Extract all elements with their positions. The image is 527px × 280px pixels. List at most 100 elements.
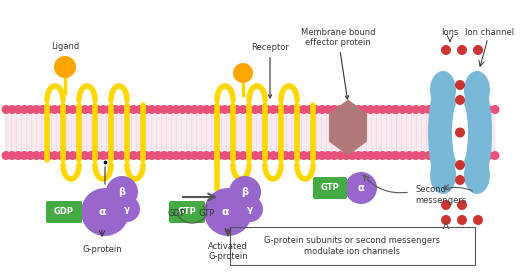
Text: Receptor: Receptor [251, 43, 289, 98]
Circle shape [229, 176, 261, 208]
Ellipse shape [430, 156, 456, 194]
Circle shape [330, 105, 339, 114]
Ellipse shape [430, 71, 456, 109]
Circle shape [444, 151, 453, 160]
Circle shape [464, 151, 473, 160]
Circle shape [287, 105, 296, 114]
Text: β: β [119, 187, 125, 197]
Circle shape [311, 151, 320, 160]
Circle shape [81, 151, 90, 160]
Text: γ: γ [124, 204, 130, 213]
Circle shape [19, 105, 29, 114]
Circle shape [405, 151, 414, 160]
Circle shape [366, 151, 375, 160]
Circle shape [299, 151, 308, 160]
Circle shape [360, 151, 369, 160]
Circle shape [93, 151, 102, 160]
Circle shape [99, 105, 108, 114]
Circle shape [111, 105, 120, 114]
Circle shape [441, 200, 451, 210]
Ellipse shape [464, 71, 490, 109]
Circle shape [299, 105, 308, 114]
Circle shape [324, 151, 333, 160]
Circle shape [2, 105, 11, 114]
Circle shape [227, 151, 236, 160]
Text: Ion channel: Ion channel [465, 28, 514, 37]
Text: γ: γ [247, 204, 253, 213]
Text: GDP: GDP [54, 207, 74, 216]
Circle shape [372, 151, 381, 160]
Circle shape [398, 105, 407, 114]
Circle shape [484, 151, 493, 160]
Circle shape [293, 151, 302, 160]
Circle shape [165, 105, 174, 114]
Circle shape [141, 151, 150, 160]
Circle shape [172, 151, 181, 160]
Circle shape [318, 151, 327, 160]
Circle shape [50, 151, 59, 160]
Circle shape [398, 151, 407, 160]
Circle shape [81, 105, 90, 114]
Circle shape [245, 105, 253, 114]
Circle shape [275, 105, 284, 114]
Circle shape [56, 151, 65, 160]
Circle shape [269, 105, 278, 114]
Circle shape [336, 105, 345, 114]
Circle shape [214, 151, 223, 160]
Circle shape [38, 151, 47, 160]
Text: GDP: GDP [168, 209, 186, 218]
Circle shape [287, 151, 296, 160]
Circle shape [318, 105, 327, 114]
Circle shape [69, 151, 77, 160]
Circle shape [202, 151, 211, 160]
Circle shape [384, 151, 394, 160]
Circle shape [232, 151, 241, 160]
Bar [5, 105, 400, 160]
Circle shape [26, 151, 35, 160]
Circle shape [251, 105, 260, 114]
FancyBboxPatch shape [46, 201, 82, 223]
Circle shape [293, 105, 302, 114]
Circle shape [233, 63, 253, 83]
Circle shape [354, 151, 363, 160]
Text: G-protein: G-protein [82, 245, 122, 254]
Circle shape [178, 151, 187, 160]
Circle shape [324, 105, 333, 114]
Circle shape [62, 105, 71, 114]
Circle shape [411, 105, 421, 114]
Circle shape [165, 151, 174, 160]
Circle shape [56, 105, 65, 114]
Circle shape [425, 151, 434, 160]
Circle shape [190, 151, 199, 160]
Circle shape [438, 105, 447, 114]
Circle shape [455, 127, 465, 137]
Circle shape [431, 151, 440, 160]
Circle shape [117, 105, 126, 114]
Text: β: β [241, 187, 249, 197]
Circle shape [281, 151, 290, 160]
Circle shape [239, 105, 248, 114]
Circle shape [457, 200, 467, 210]
Circle shape [111, 151, 120, 160]
Circle shape [19, 151, 29, 160]
Circle shape [455, 175, 465, 185]
Circle shape [237, 196, 263, 222]
Text: Membrane bound
effector protein: Membrane bound effector protein [301, 28, 375, 99]
Circle shape [257, 105, 266, 114]
Circle shape [69, 105, 77, 114]
Circle shape [245, 151, 253, 160]
Circle shape [105, 151, 114, 160]
Circle shape [366, 105, 375, 114]
Circle shape [160, 105, 169, 114]
Ellipse shape [462, 78, 492, 188]
Circle shape [208, 151, 217, 160]
Circle shape [54, 56, 76, 78]
Circle shape [153, 105, 162, 114]
Circle shape [141, 105, 150, 114]
Text: α: α [98, 207, 106, 217]
Circle shape [202, 105, 211, 114]
Circle shape [473, 45, 483, 55]
Circle shape [425, 105, 434, 114]
Circle shape [184, 151, 193, 160]
Circle shape [129, 105, 138, 114]
